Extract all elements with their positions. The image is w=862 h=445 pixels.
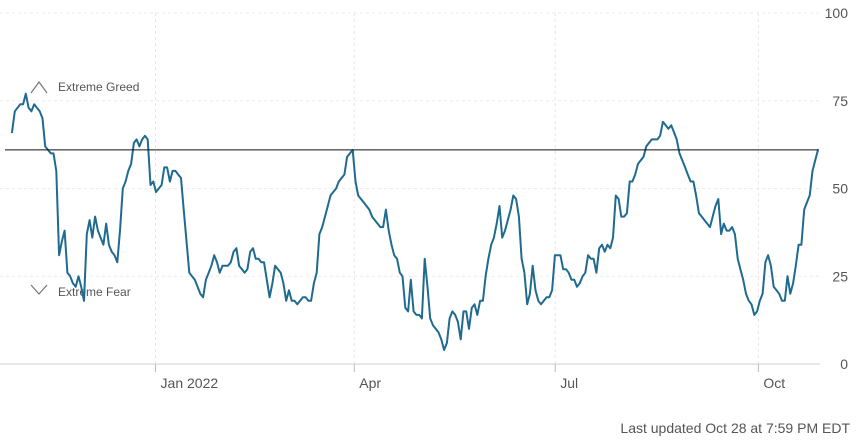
y-tick-label: 75 [832,93,848,109]
y-tick-label: 25 [832,268,848,284]
last-updated-text: Last updated Oct 28 at 7:59 PM EDT [620,420,850,436]
x-tick-label: Jan 2022 [161,375,219,391]
y-tick-label: 100 [825,5,849,21]
zones: Extreme Greed Extreme Fear [30,80,139,299]
x-tick-label: Oct [763,375,785,391]
chevron-down-icon [30,284,48,295]
axes: 0 25 50 75 100 Jan 2022 Apr Jul Oct [155,5,849,391]
x-tick-label: Jul [560,375,578,391]
series-layer [5,92,819,351]
y-tick-label: 50 [832,181,848,197]
extreme-fear-label: Extreme Fear [58,285,131,299]
chevron-up-icon [30,80,48,94]
y-tick-label: 0 [840,356,848,372]
series-line [11,92,819,351]
extreme-greed-label: Extreme Greed [58,80,139,94]
x-tick-label: Apr [359,375,381,391]
